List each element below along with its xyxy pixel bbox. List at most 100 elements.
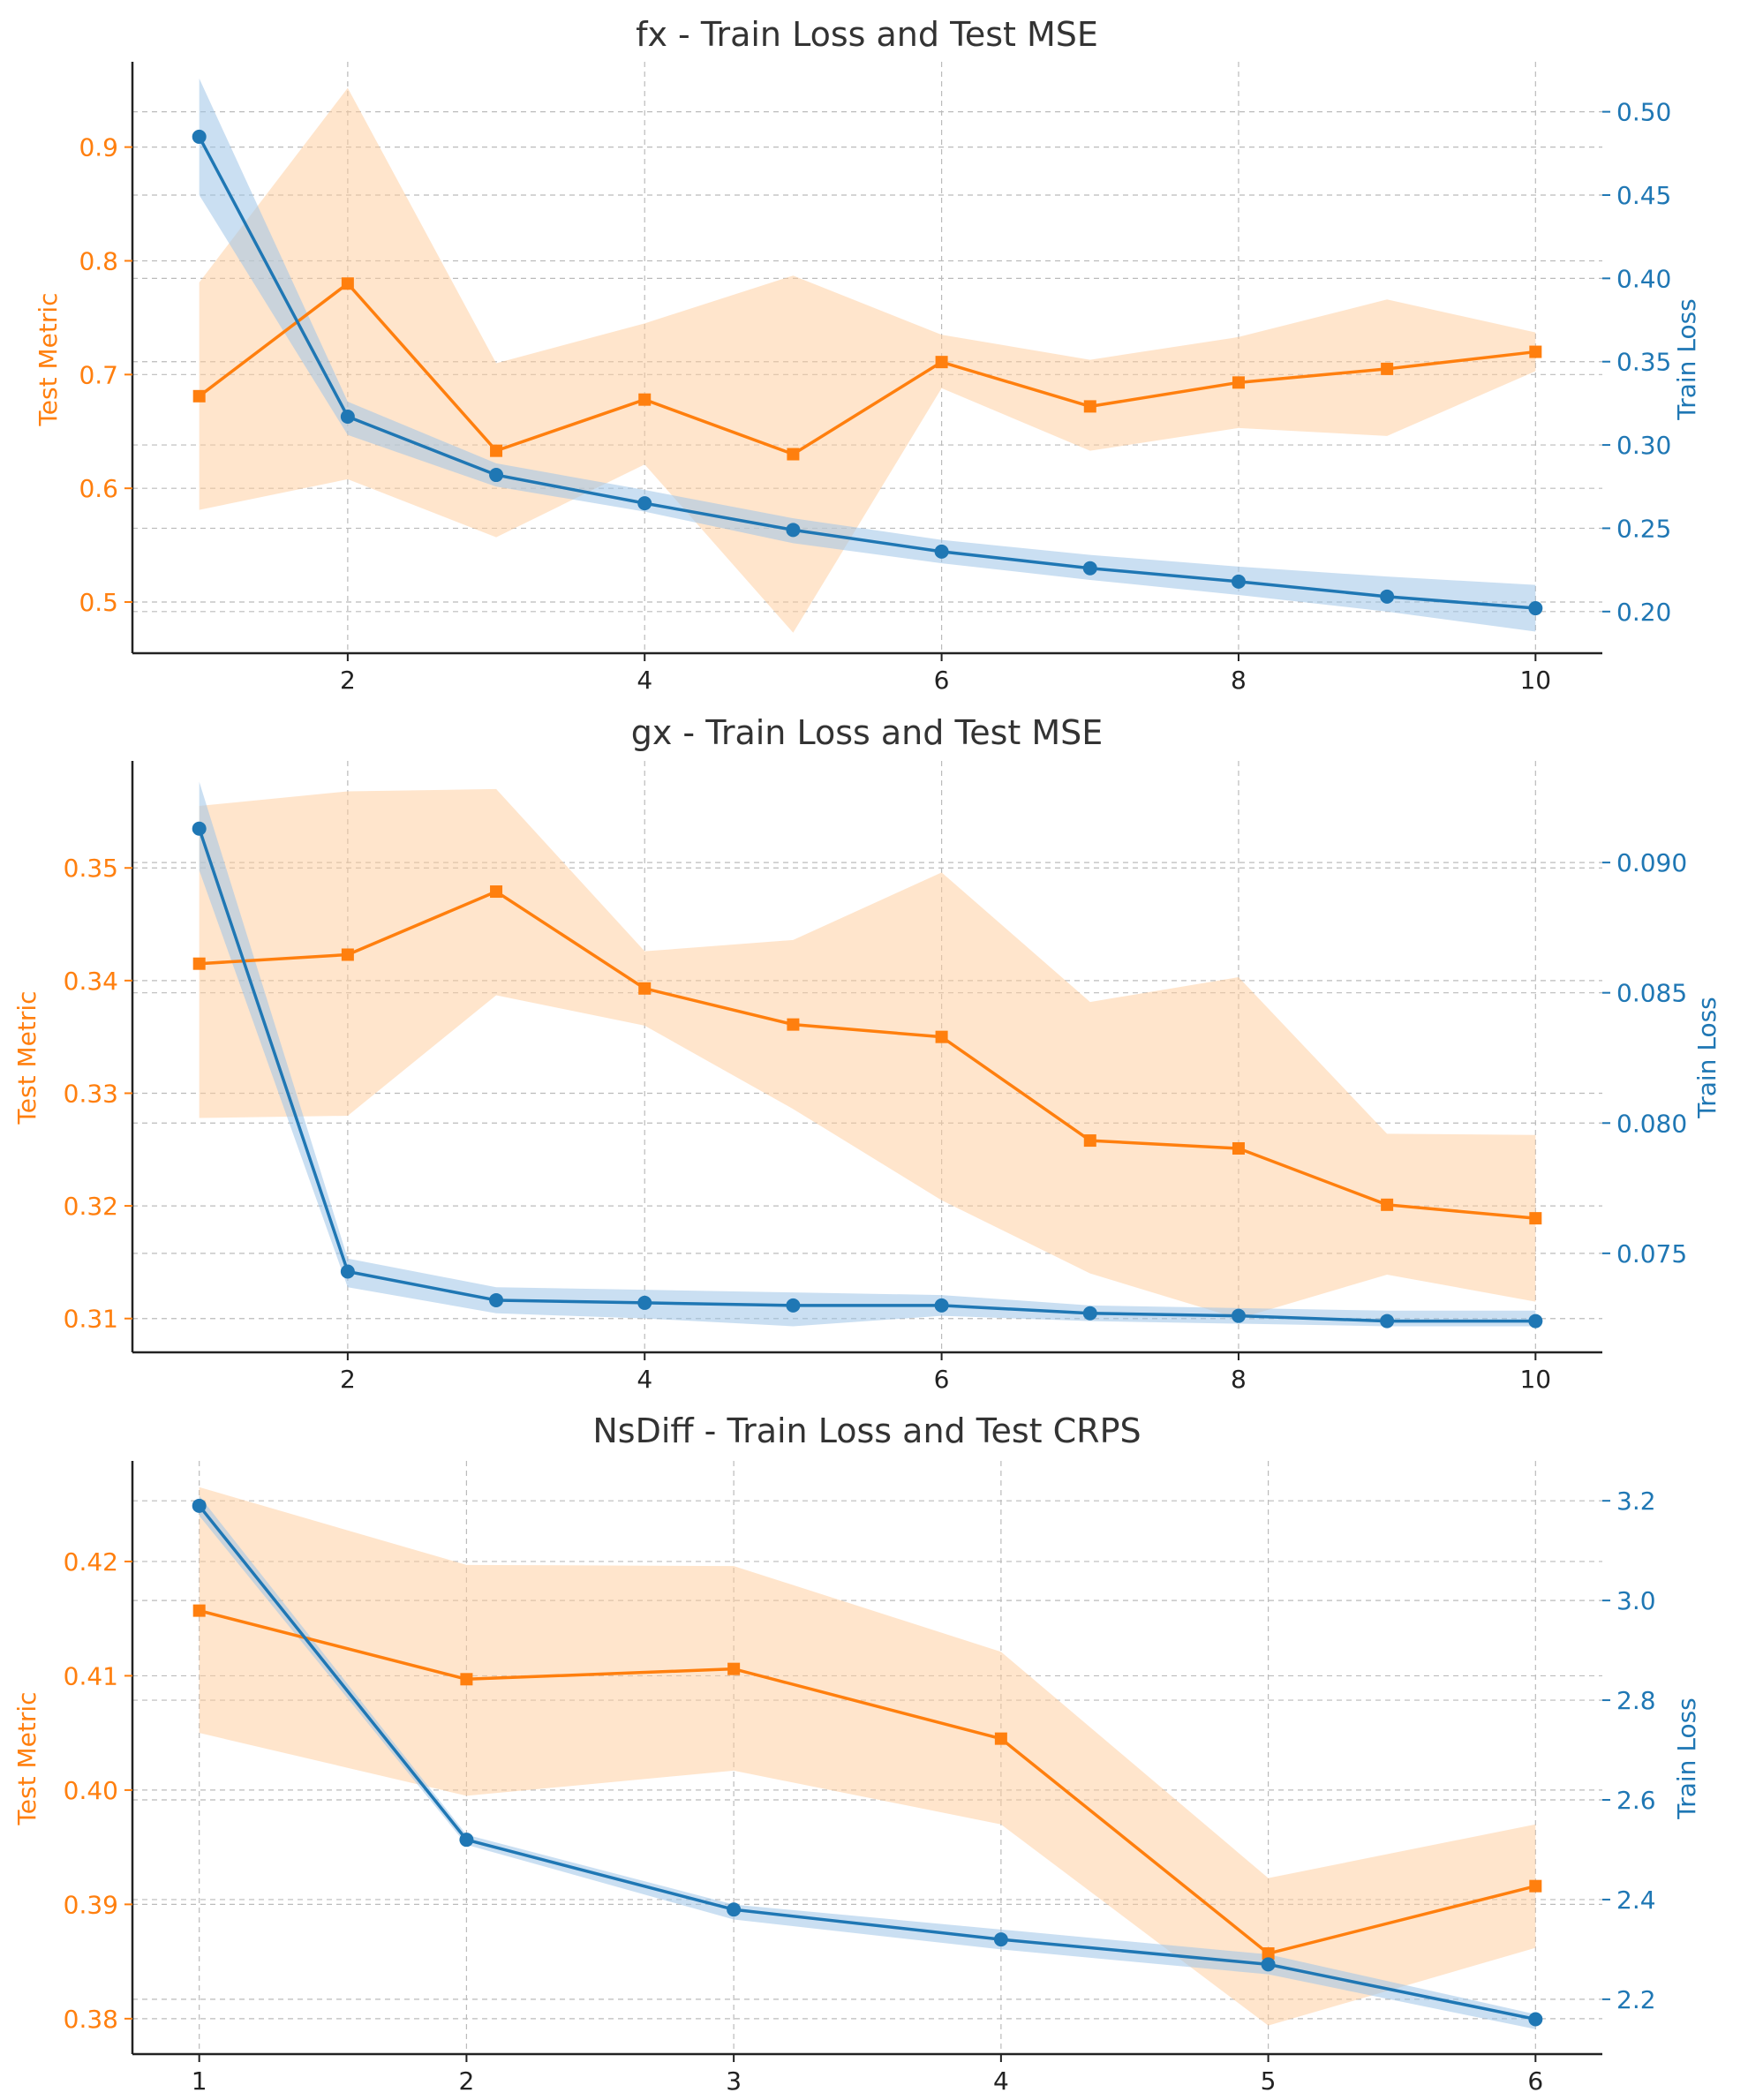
x-tick-label: 8: [1231, 666, 1247, 695]
train-loss-point: [934, 1298, 949, 1313]
train-loss-point: [1380, 589, 1395, 604]
x-tick-label: 2: [458, 2066, 474, 2096]
y-left-tick-label: 0.41: [64, 1661, 118, 1690]
train-loss-point: [993, 1932, 1008, 1947]
y-left-tick-label: 0.38: [64, 2005, 118, 2034]
chart-panel-gx: gx - Train Loss and Test MSE 2 4 6 8 10 0.31 0…: [12, 713, 1722, 1394]
x-tick-label: 4: [637, 1365, 652, 1394]
train-loss-point: [1082, 561, 1097, 576]
y-left-tick-label: 0.8: [79, 246, 118, 275]
x-tick-label: 10: [1519, 1365, 1551, 1394]
y-right-tick-label: 2.2: [1616, 1985, 1656, 2014]
test-metric-point: [638, 393, 652, 406]
y-axis-right-label: Train Loss: [1672, 1697, 1701, 1820]
test-metric-point: [1529, 1879, 1542, 1893]
train-loss-point: [1082, 1306, 1097, 1321]
y-axis-right-label: Train Loss: [1692, 997, 1722, 1119]
train-loss-point: [727, 1902, 742, 1917]
test-metric-point: [1529, 345, 1542, 358]
test-metric-band: [199, 788, 1536, 1319]
test-metric-point: [1232, 376, 1245, 389]
x-tick-label: 1: [192, 2066, 207, 2096]
x-tick-label: 6: [934, 1365, 950, 1394]
x-tick-label: 3: [726, 2066, 742, 2096]
test-metric-line: [199, 1608, 1536, 1955]
y-right-tick-label: 2.8: [1616, 1686, 1656, 1715]
y-left-tick-label: 0.9: [79, 133, 118, 162]
y-right-tick-label: 0.090: [1616, 848, 1687, 877]
x-tick-label: 6: [934, 666, 950, 695]
y-axis-left-label: Test Metric: [12, 990, 41, 1125]
train-loss-line: [198, 1504, 1536, 2021]
test-metric-point: [787, 448, 800, 461]
train-loss-line: [198, 136, 1536, 610]
test-metric-point: [727, 1662, 741, 1675]
plot-area-nsdiff: 1 2 3 4 5 6 0.38 0.39 0.40 0.41 0.42 2.2 2.4 2.6 2.8 3.…: [64, 1461, 1656, 2096]
test-metric-point: [1232, 1142, 1245, 1155]
test-metric-point: [490, 885, 503, 899]
test-metric-band: [199, 1487, 1536, 2026]
test-metric-point: [935, 356, 948, 369]
train-loss-point: [340, 1264, 355, 1279]
y-right-tick-label: 3.2: [1616, 1487, 1656, 1516]
y-right-tick-label: 2.6: [1616, 1786, 1656, 1815]
test-metric-point: [1381, 362, 1394, 375]
y-right-tick-label: 0.080: [1616, 1109, 1687, 1138]
y-left-tick-label: 0.40: [64, 1776, 118, 1805]
train-loss-point: [934, 544, 949, 559]
train-loss-point: [1528, 1313, 1543, 1328]
train-loss-point: [192, 821, 207, 836]
y-right-tick-label: 0.35: [1616, 348, 1671, 377]
y-left-tick-label: 0.33: [64, 1079, 118, 1108]
train-loss-point: [637, 1295, 652, 1310]
x-tick-label: 2: [340, 1365, 356, 1394]
test-metric-point: [490, 444, 503, 457]
test-metric-point: [638, 982, 652, 995]
y-right-tick-label: 0.40: [1616, 264, 1671, 293]
y-left-tick-label: 0.6: [79, 474, 118, 503]
chart-title: gx - Train Loss and Test MSE: [631, 713, 1104, 752]
chart-panel-fx: fx - Train Loss and Test MSE 2 4 6 8 10 0.5 0.…: [34, 15, 1701, 695]
y-left-tick-label: 0.34: [64, 967, 118, 996]
test-metric-point: [994, 1732, 1007, 1745]
y-right-tick-label: 0.50: [1616, 98, 1671, 127]
test-metric-point: [1381, 1198, 1394, 1211]
y-right-tick-label: 0.085: [1616, 979, 1687, 1008]
train-loss-point: [340, 410, 355, 424]
test-metric-line: [199, 890, 1536, 1220]
x-tick-label: 4: [637, 666, 652, 695]
test-metric-point: [1083, 400, 1096, 413]
test-metric-point: [1529, 1212, 1542, 1225]
y-axis-left-label: Test Metric: [34, 292, 63, 426]
train-loss-point: [1261, 1957, 1276, 1972]
train-loss-point: [192, 129, 207, 144]
train-loss-point: [1528, 2012, 1543, 2027]
y-left-tick-label: 0.42: [64, 1547, 118, 1577]
y-axis-left-label: Test Metric: [12, 1691, 41, 1825]
y-right-tick-label: 0.30: [1616, 431, 1671, 460]
test-metric-point: [1083, 1134, 1096, 1148]
test-metric-line: [198, 282, 1536, 456]
test-metric-point: [192, 1604, 206, 1617]
train-loss-point: [1380, 1313, 1395, 1328]
train-loss-point: [1231, 1308, 1246, 1323]
y-left-tick-label: 0.7: [79, 360, 118, 389]
y-right-tick-label: 0.20: [1616, 598, 1671, 627]
train-loss-band: [199, 1495, 1536, 2029]
chart-title: NsDiff - Train Loss and Test CRPS: [592, 1411, 1141, 1450]
y-right-tick-label: 3.0: [1616, 1586, 1656, 1615]
train-loss-point: [786, 1298, 801, 1313]
y-right-tick-label: 0.075: [1616, 1239, 1687, 1268]
train-loss-point: [1528, 601, 1543, 616]
train-loss-point: [786, 523, 801, 538]
plot-area-fx: 2 4 6 8 10 0.5 0.6 0.7 0.8 0.9 0.20 0.25 0.30 0.35 0.4…: [79, 62, 1671, 695]
plot-area-gx: 2 4 6 8 10 0.31 0.32 0.33 0.34 0.35 0.075 0.080 0.08…: [64, 761, 1687, 1394]
x-tick-label: 8: [1231, 1365, 1247, 1394]
test-metric-point: [787, 1018, 800, 1031]
y-left-tick-label: 0.32: [64, 1192, 118, 1221]
train-loss-point: [459, 1833, 474, 1848]
test-metric-point: [460, 1673, 473, 1686]
train-loss-point: [637, 496, 652, 511]
test-metric-point: [341, 948, 354, 961]
